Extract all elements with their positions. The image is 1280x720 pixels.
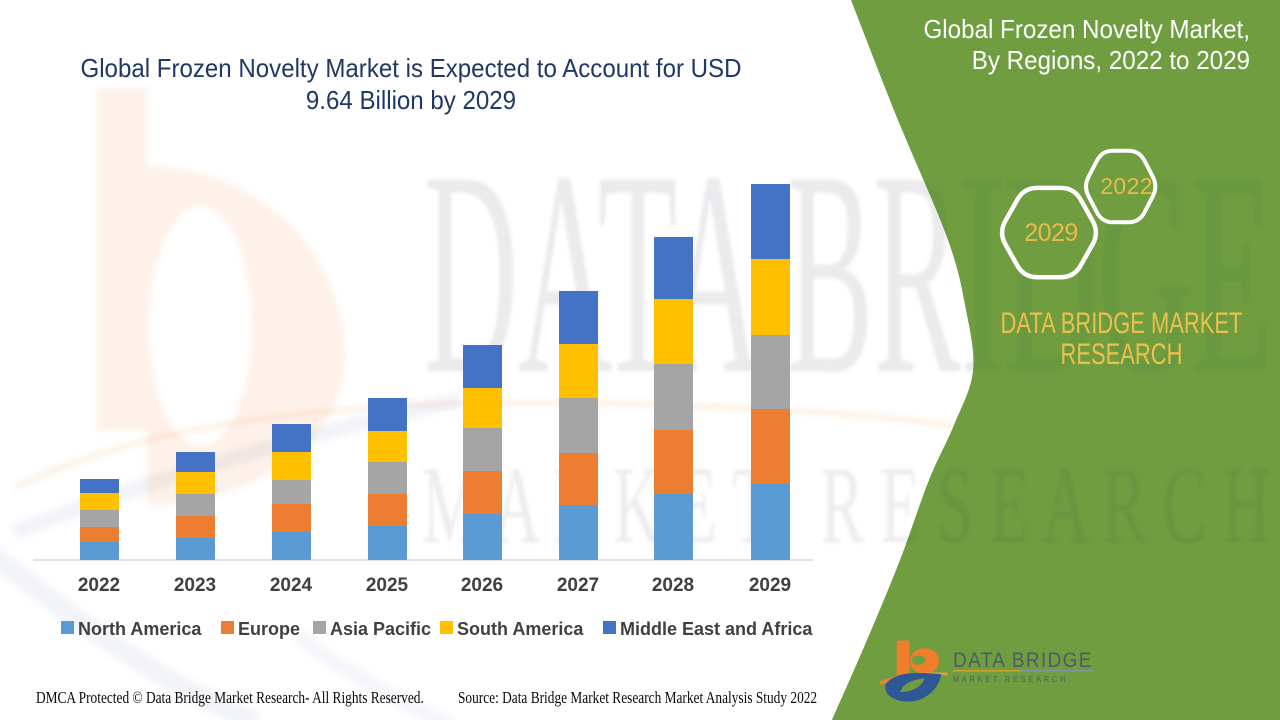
svg-text:M A R K E T R E S E A R C H: M A R K E T R E S E A R C H [422,444,1270,566]
svg-text:DATA BRIDGE: DATA BRIDGE [953,649,1093,672]
svg-text:DATA BRIDGE: DATA BRIDGE [424,112,1272,435]
svg-text:MARKET RESEARCH: MARKET RESEARCH [953,675,1068,684]
